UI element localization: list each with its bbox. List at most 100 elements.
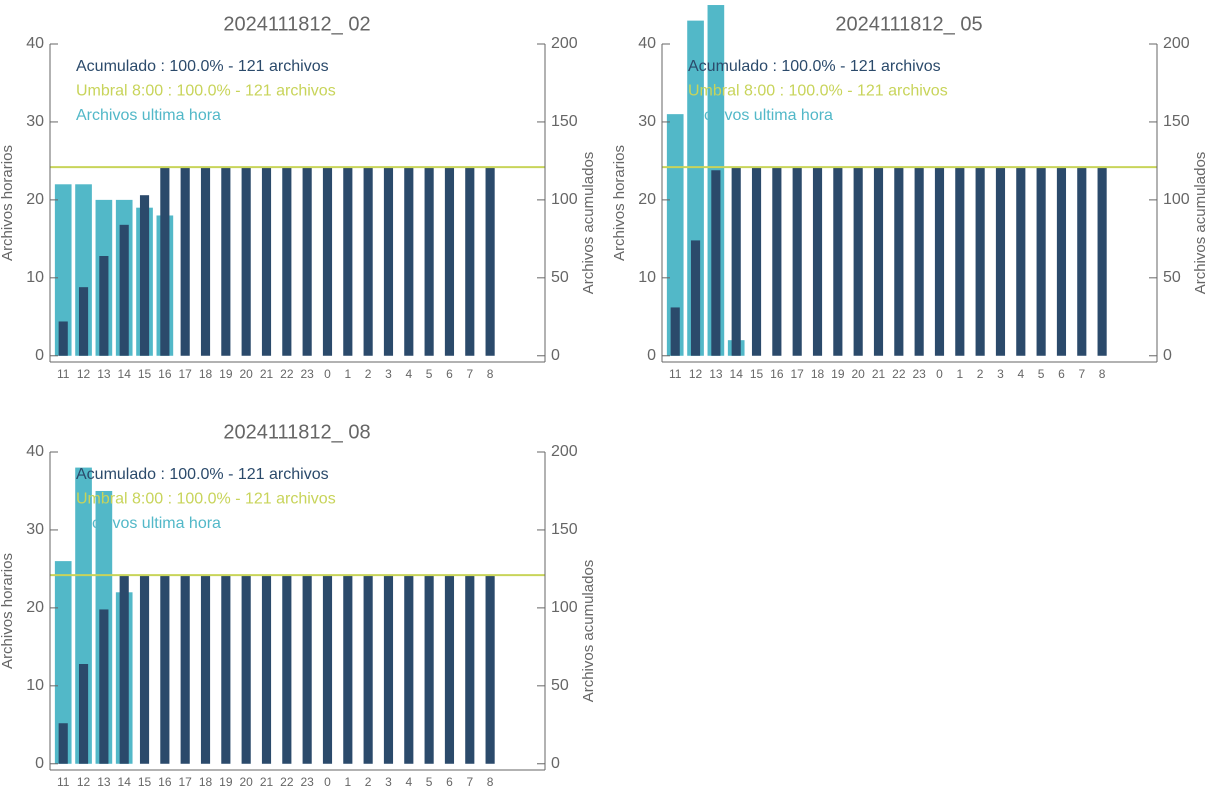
bar	[261, 167, 272, 356]
x-tick-label: 7	[466, 367, 473, 381]
x-tick-label: 2	[365, 775, 372, 787]
bar	[261, 575, 272, 764]
x-tick-label: 22	[892, 367, 906, 381]
bar	[343, 575, 353, 764]
legend-entry: Archivos ultima hora	[688, 107, 833, 124]
legend-entry: Acumulado : 100.0% - 121 archivos	[76, 58, 329, 75]
bar	[485, 167, 495, 356]
x-tick-label: 3	[385, 775, 392, 787]
bar	[302, 167, 312, 356]
bar	[363, 575, 373, 764]
y-tick-label: 30	[26, 113, 44, 130]
bar	[955, 167, 965, 356]
x-tick-label: 8	[1099, 367, 1106, 381]
x-tick-label: 3	[997, 367, 1004, 381]
bar	[322, 575, 333, 764]
bar	[731, 167, 741, 356]
y2-tick-label: 0	[1163, 347, 1172, 364]
x-tick-label: 22	[280, 775, 294, 787]
x-tick-label: 18	[199, 775, 213, 787]
x-tick-label: 16	[158, 775, 172, 787]
bar	[160, 575, 170, 764]
y2-tick-label: 50	[551, 269, 569, 286]
x-tick-label: 5	[1038, 367, 1045, 381]
y2-axis-title: Archivos acumulados	[580, 152, 597, 295]
bar	[58, 723, 68, 764]
y-tick-label: 20	[26, 191, 44, 208]
x-tick-label: 0	[324, 367, 331, 381]
bar	[404, 167, 414, 356]
y-tick-label: 40	[26, 443, 44, 460]
y2-tick-label: 100	[1163, 191, 1190, 208]
x-tick-label: 16	[770, 367, 784, 381]
x-tick-label: 4	[405, 367, 412, 381]
bar	[282, 575, 292, 764]
bar	[119, 575, 129, 764]
y-tick-label: 20	[638, 191, 656, 208]
x-tick-label: 23	[300, 775, 314, 787]
bar	[792, 167, 802, 356]
bar	[975, 167, 985, 356]
x-tick-label: 17	[179, 367, 193, 381]
x-tick-label: 8	[487, 775, 494, 787]
bar	[934, 167, 945, 356]
x-tick-label: 21	[872, 367, 886, 381]
legend-entry: Acumulado : 100.0% - 121 archivos	[688, 58, 941, 75]
bar	[1056, 167, 1067, 356]
bar	[54, 561, 72, 764]
y-tick-label: 0	[35, 755, 44, 772]
bar	[424, 167, 434, 356]
x-tick-label: 20	[239, 367, 253, 381]
y-tick-label: 40	[26, 35, 44, 52]
y2-tick-label: 150	[551, 113, 578, 130]
x-tick-label: 12	[77, 367, 91, 381]
x-tick-label: 8	[487, 367, 494, 381]
bar	[221, 167, 231, 356]
x-tick-label: 1	[344, 775, 351, 787]
bar	[894, 167, 904, 356]
chart-title: 2024111812_ 02	[223, 13, 370, 35]
y-tick-label: 40	[638, 35, 656, 52]
bar	[666, 114, 684, 356]
y-tick-label: 30	[26, 521, 44, 538]
y2-tick-label: 100	[551, 191, 578, 208]
y-axis-title: Archivos horarios	[611, 145, 628, 261]
x-tick-label: 19	[219, 367, 233, 381]
y2-tick-label: 0	[551, 755, 560, 772]
x-tick-label: 6	[446, 775, 453, 787]
x-tick-label: 1	[956, 367, 963, 381]
legend-entry: Umbral 8:00 : 100.0% - 121 archivos	[688, 83, 948, 100]
x-tick-label: 15	[138, 367, 152, 381]
x-tick-label: 5	[426, 367, 433, 381]
y-tick-label: 10	[638, 269, 656, 286]
x-tick-label: 19	[219, 775, 233, 787]
bar	[54, 184, 72, 356]
bar	[78, 664, 89, 764]
legend-entry: Archivos ultima hora	[76, 515, 221, 532]
x-tick-label: 13	[97, 775, 111, 787]
x-tick-label: 1	[344, 367, 351, 381]
y-tick-label: 0	[647, 347, 656, 364]
bar	[322, 167, 333, 356]
bar	[853, 167, 863, 356]
x-tick-label: 20	[239, 775, 253, 787]
bar	[873, 167, 884, 356]
bar	[812, 167, 823, 356]
x-tick-label: 0	[324, 775, 331, 787]
bar	[751, 167, 762, 356]
bar	[200, 167, 211, 356]
y-axis-title: Archivos horarios	[0, 553, 16, 669]
legend-entry: Umbral 8:00 : 100.0% - 121 archivos	[76, 83, 336, 100]
x-tick-label: 13	[97, 367, 111, 381]
y2-axis-title: Archivos acumulados	[580, 560, 597, 703]
x-tick-label: 19	[831, 367, 845, 381]
bar	[363, 167, 373, 356]
chart-title: 2024111812_ 05	[835, 13, 982, 35]
bar	[444, 167, 455, 356]
x-tick-label: 13	[709, 367, 723, 381]
x-tick-label: 17	[791, 367, 805, 381]
x-tick-label: 21	[260, 775, 274, 787]
